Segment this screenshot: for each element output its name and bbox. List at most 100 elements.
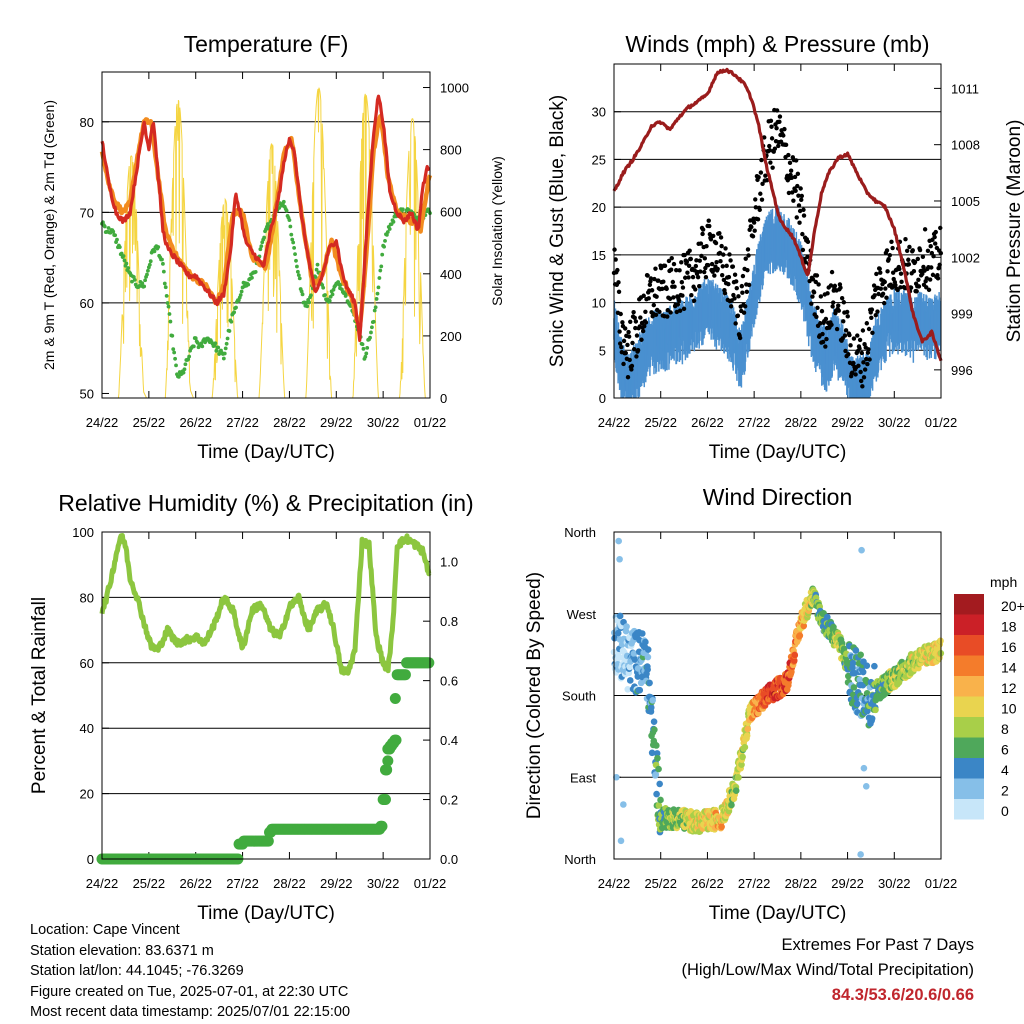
winds-gust-point [811, 290, 817, 295]
temp-td-point [170, 333, 175, 338]
temp-td-point [314, 267, 319, 272]
temp-td-point [113, 233, 118, 238]
winds-gust-point [690, 274, 696, 280]
dir-colorbar-unit: mph [990, 574, 1017, 590]
winds-gust-point [691, 298, 697, 303]
winds-gust-point [820, 339, 826, 345]
winds-gust-point [638, 315, 643, 320]
dir-point [656, 780, 663, 788]
dir-point [728, 801, 735, 809]
winds-xlabel: Time (Day/UTC) [709, 442, 847, 463]
dir-colorbar-label: 6 [1001, 742, 1009, 758]
winds-gust-point [672, 284, 677, 289]
winds-gust-point [774, 126, 779, 131]
temp-td-point [379, 264, 384, 269]
temp-td-point [200, 344, 205, 349]
temp-td-point [315, 262, 320, 267]
temp-solar-line [162, 99, 194, 399]
winds-gust-point [818, 294, 824, 299]
temp-td-point [165, 301, 170, 305]
temp-td-point [130, 279, 134, 284]
winds-xtick-label: 26/22 [691, 415, 724, 430]
winds-gust-point [870, 330, 875, 336]
winds-gust-point [728, 304, 734, 309]
dir-point [648, 749, 656, 757]
winds-chart: 24/22 25/22 26/22 27/22 28/22 29/22 30/22 01/22… [547, 31, 1024, 463]
winds-gust-point [709, 261, 715, 267]
dir-point [615, 537, 622, 545]
winds-gust-point [656, 278, 661, 283]
winds-gust-point [789, 175, 794, 181]
temp-td-point [222, 351, 227, 356]
temp-td-point [102, 224, 107, 229]
temp-td-point [374, 297, 379, 301]
winds-ytick-label: 25 [592, 152, 606, 167]
winds-gust-point [718, 259, 723, 264]
dir-colorbar-swatch [954, 696, 984, 717]
winds-xtick-label: 25/22 [644, 415, 677, 430]
winds-gust-point [910, 248, 915, 253]
winds-gust-point [625, 342, 630, 348]
rh-precip-point [389, 692, 401, 704]
winds-gust-point [653, 266, 658, 271]
temp-td-point [296, 273, 301, 277]
temp-td-point [163, 285, 168, 290]
dir-title: Wind Direction [703, 484, 853, 510]
winds-gust-point [786, 152, 791, 158]
temp-td-point [166, 304, 171, 309]
winds-gust-point [907, 244, 912, 250]
temp-td-point [156, 245, 161, 249]
winds-gust-point [732, 272, 738, 277]
winds-gust-point [619, 344, 624, 350]
dir-point [654, 754, 661, 762]
dir-colorbar-label: 16 [1001, 639, 1017, 655]
rh-precip-point [423, 657, 435, 669]
temp-td-point [287, 218, 292, 222]
winds-gust-point [774, 108, 780, 113]
winds-gust-point [875, 309, 880, 314]
winds-gust-point [698, 241, 704, 246]
winds-gust-point [643, 320, 649, 325]
dir-colorbar-swatch [954, 594, 984, 615]
temp-td-point [193, 336, 198, 341]
winds-gust-point [903, 236, 908, 242]
winds-gust-point [908, 285, 914, 290]
winds-gust-point [662, 263, 668, 269]
winds-gust-point [829, 322, 834, 327]
dir-point [850, 684, 858, 691]
winds-gust-point [660, 286, 665, 292]
temp-td-point [146, 268, 150, 273]
winds-gust-point [722, 291, 728, 296]
winds-gust-point [792, 174, 798, 180]
winds-gust-point [859, 350, 864, 356]
winds-ytick-label: 10 [592, 296, 606, 311]
temp-td-point [258, 247, 263, 252]
winds-gust-point [719, 272, 725, 278]
winds-gust-point [679, 260, 684, 265]
winds-gust-point [752, 228, 757, 233]
winds-gust-point [687, 248, 692, 253]
dir-ytick-label: West [567, 607, 597, 622]
winds-gust-point [793, 188, 798, 193]
dir-point [652, 771, 660, 778]
winds-gust-point [623, 350, 628, 356]
temp-td-point [295, 269, 300, 274]
winds-gust-point [711, 233, 716, 239]
temp-xtick-label: 26/22 [179, 415, 212, 430]
winds-gust-point [713, 240, 719, 246]
temp-td-point [377, 276, 382, 280]
rh-xtick-label: 29/22 [320, 876, 353, 891]
winds-gust-point [824, 336, 829, 342]
winds-ytick-right-label: 1005 [951, 194, 980, 209]
winds-gust-point [930, 272, 936, 278]
winds-gust-point [694, 258, 699, 263]
temp-td-point [368, 335, 372, 340]
winds-gust-point [825, 291, 830, 296]
winds-gust-point [760, 181, 765, 186]
dir-point [657, 796, 664, 804]
winds-gust-point [805, 239, 811, 245]
winds-gust-point [720, 264, 725, 269]
temp-td-point [289, 232, 294, 237]
dir-point [739, 753, 746, 761]
